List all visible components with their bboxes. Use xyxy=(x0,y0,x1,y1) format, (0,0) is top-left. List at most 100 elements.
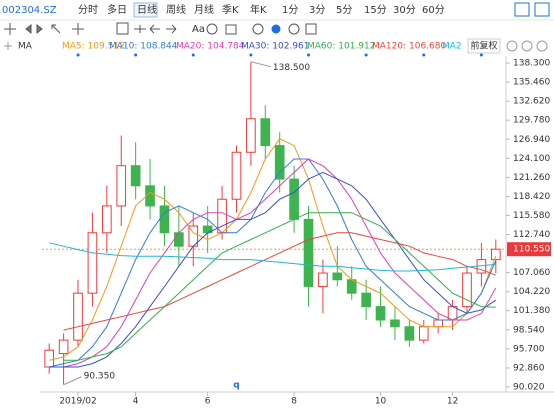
ma-line xyxy=(63,232,496,331)
y-tick-label: 101.380 xyxy=(513,306,550,316)
legend-entry: MA5: 109.512 xyxy=(62,42,125,52)
candle-body xyxy=(44,349,55,368)
y-tick-label: 90.020 xyxy=(513,382,545,392)
y-tick-label: 98.540 xyxy=(513,325,545,335)
signal-dot xyxy=(191,53,195,57)
record-icon[interactable] xyxy=(288,23,300,35)
period-tab[interactable]: 季K xyxy=(222,4,239,16)
high-pointer xyxy=(250,61,272,68)
legend-close[interactable] xyxy=(536,40,548,52)
signal-dot xyxy=(307,53,311,57)
candle-body xyxy=(231,151,242,200)
symbol[interactable]: 002304.SZ xyxy=(2,5,57,16)
period-tab[interactable]: 月线 xyxy=(194,3,214,16)
high-label: 138.500 xyxy=(273,63,310,73)
y-tick-label: 92.860 xyxy=(513,363,545,373)
adjust-button[interactable] xyxy=(467,38,501,54)
font-tool[interactable]: Aa xyxy=(192,24,205,35)
period-tab[interactable]: 周线 xyxy=(166,3,186,16)
settings-icon[interactable] xyxy=(514,2,530,17)
y-tick-label: 112.740 xyxy=(513,230,550,240)
signal-dot xyxy=(479,53,483,57)
candle-body xyxy=(102,205,112,234)
ma-line xyxy=(49,158,497,368)
signal-dot xyxy=(249,53,253,57)
line-icon[interactable] xyxy=(134,25,146,33)
candle-body xyxy=(318,272,328,287)
zoom-in-icon[interactable] xyxy=(51,24,61,34)
x-tick-label: 4 xyxy=(133,397,139,407)
legend-icon xyxy=(4,42,12,50)
candle-body xyxy=(73,292,83,341)
event-marker[interactable]: q xyxy=(233,381,239,391)
add-icon[interactable] xyxy=(72,23,84,35)
low-label: 90.350 xyxy=(84,371,116,381)
eye-icon[interactable] xyxy=(271,24,281,34)
ma-line xyxy=(49,138,497,361)
period-tab[interactable]: 3分 xyxy=(309,4,325,16)
y-tick-label: 107.060 xyxy=(513,268,550,278)
indicator-label[interactable]: MA xyxy=(18,42,33,52)
search-icon[interactable] xyxy=(206,23,218,35)
period-tab[interactable]: 分时 xyxy=(78,4,98,16)
image-icon[interactable] xyxy=(305,23,317,35)
calendar-icon[interactable] xyxy=(225,24,237,35)
candle-body xyxy=(260,118,271,147)
y-tick-label: 132.620 xyxy=(513,97,550,107)
candle-body xyxy=(303,218,314,287)
candle-body xyxy=(246,118,256,153)
y-tick-label: 135.460 xyxy=(513,78,550,88)
move-icon[interactable] xyxy=(25,23,43,35)
signal-dot xyxy=(364,53,368,57)
candle-body xyxy=(375,306,386,321)
fullscreen-icon[interactable] xyxy=(534,2,550,17)
period-tab[interactable]: 日线 xyxy=(137,3,157,16)
candle-body xyxy=(130,165,141,187)
x-tick-label: 2019/02 xyxy=(59,397,96,407)
candle-body xyxy=(58,339,69,355)
y-tick-label: 124.100 xyxy=(513,154,550,164)
candle-body xyxy=(332,272,343,281)
legend-entry: MA2 xyxy=(442,42,462,52)
period-tab[interactable]: 1分 xyxy=(282,4,298,16)
signal-dot xyxy=(76,53,80,57)
candle-body xyxy=(404,326,415,341)
clock-icon[interactable] xyxy=(252,23,264,35)
period-tab[interactable]: 60分 xyxy=(422,4,445,16)
candle-body xyxy=(361,292,371,308)
period-tab[interactable]: 15分 xyxy=(364,4,387,16)
period-tab[interactable]: 5分 xyxy=(336,4,352,16)
y-tick-label: 126.940 xyxy=(513,135,550,145)
period-tab[interactable]: 多日 xyxy=(107,3,127,16)
left-icon[interactable] xyxy=(149,24,160,34)
legend-entry: MA10: 108.844 xyxy=(109,42,178,52)
candle-body xyxy=(87,232,98,294)
candle-body xyxy=(274,145,285,180)
candle-body xyxy=(116,165,127,207)
legend-entry: MA30: 102.961 xyxy=(241,42,309,52)
y-tick-label: 138.300 xyxy=(513,59,550,69)
candle-body xyxy=(447,306,458,321)
legend-add[interactable] xyxy=(521,40,533,52)
low-pointer xyxy=(63,376,82,386)
period-tab[interactable]: 年K xyxy=(250,3,267,16)
signal-dot xyxy=(134,53,138,57)
ma-line xyxy=(63,212,496,361)
x-tick-label: 10 xyxy=(375,397,387,407)
period-tab[interactable]: 30分 xyxy=(393,4,416,16)
right-icon[interactable] xyxy=(166,24,177,34)
candle-body xyxy=(159,205,170,234)
legend-entry: MA20: 104.784 xyxy=(176,42,245,52)
adjust-label[interactable]: 前复权 xyxy=(470,40,497,52)
box-icon[interactable] xyxy=(116,22,129,35)
candle-body xyxy=(462,272,472,308)
legend-entry: MA120: 106.680 xyxy=(372,42,446,52)
x-tick-label: 6 xyxy=(205,397,211,407)
selected-period-box xyxy=(133,2,158,18)
candle-body xyxy=(490,248,501,261)
candle-body xyxy=(289,178,299,220)
legend-settings[interactable] xyxy=(506,40,518,52)
crosshair-icon[interactable] xyxy=(4,23,16,35)
last-price-box xyxy=(507,242,551,257)
